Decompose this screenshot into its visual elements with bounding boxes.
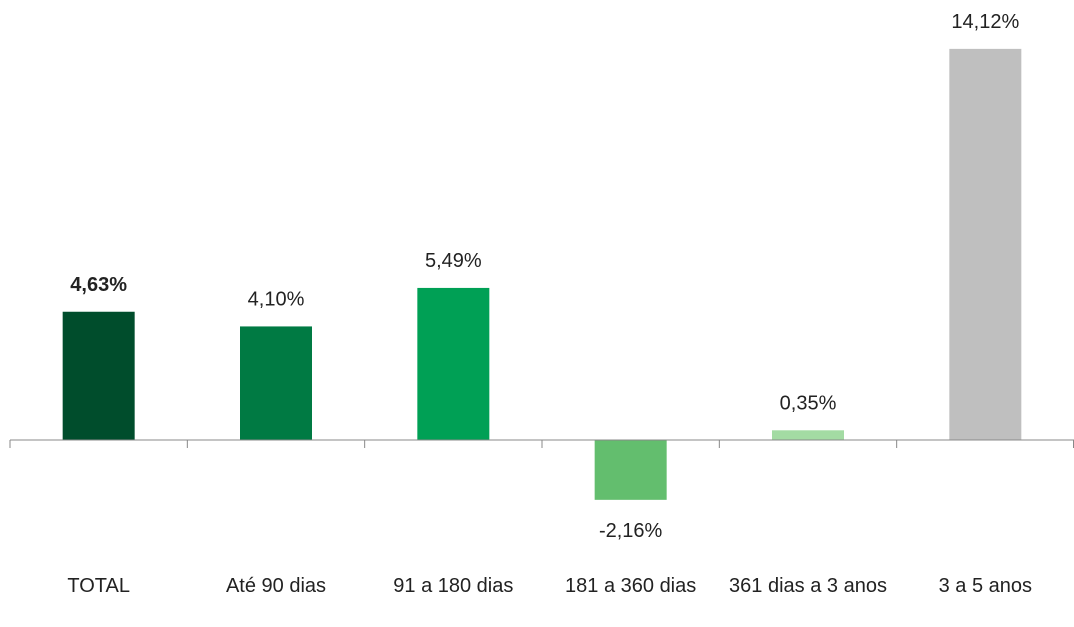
x-tick-label: 181 a 360 dias: [565, 575, 697, 597]
bar: [417, 287, 490, 440]
bar: [949, 48, 1022, 440]
x-tick-label: 91 a 180 dias: [393, 575, 514, 597]
value-label: 0,35%: [780, 393, 837, 415]
value-label: 4,63%: [70, 274, 127, 296]
x-tick-label: Até 90 dias: [225, 575, 327, 597]
bar: [594, 440, 667, 500]
value-label: -2,16%: [599, 520, 663, 542]
x-tick-label: TOTAL: [67, 575, 130, 597]
value-label: 14,12%: [951, 11, 1019, 33]
bar: [772, 430, 844, 440]
bar: [240, 326, 312, 440]
value-label: 5,49%: [425, 250, 482, 272]
bar: [62, 311, 135, 440]
value-label: 4,10%: [248, 289, 305, 311]
x-tick-label: 361 dias a 3 anos: [729, 575, 887, 597]
x-tick-label: 3 a 5 anos: [938, 575, 1033, 597]
